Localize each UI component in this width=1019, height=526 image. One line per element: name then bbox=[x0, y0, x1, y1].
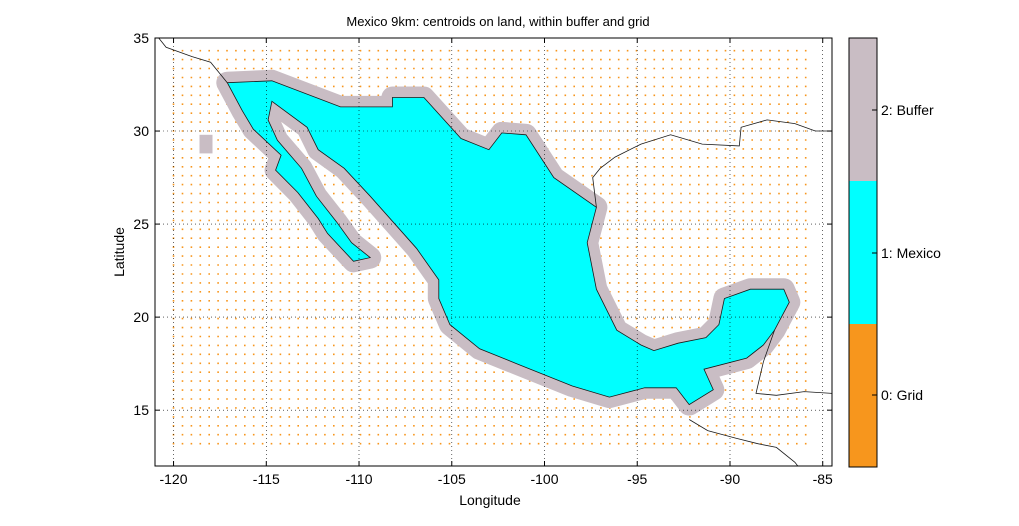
y-tick-label: 15 bbox=[133, 402, 149, 418]
y-tick-label: 35 bbox=[133, 30, 149, 46]
mexico-coastline bbox=[226, 80, 790, 406]
colorbar-label-buffer: 2: Buffer bbox=[881, 102, 934, 118]
gridlines bbox=[155, 38, 832, 466]
neighbor-coastline bbox=[158, 38, 228, 83]
x-tick-label: -115 bbox=[253, 471, 280, 487]
mexico-land-region bbox=[227, 80, 790, 405]
y-tick-label: 25 bbox=[133, 216, 149, 232]
x-tick-label: -90 bbox=[720, 471, 740, 487]
colorbar-label-grid: 0: Grid bbox=[881, 387, 923, 403]
x-tick-label: -95 bbox=[627, 471, 647, 487]
x-axis-label: Longitude bbox=[459, 492, 521, 508]
map-plot-area bbox=[158, 38, 832, 466]
y-tick-label: 20 bbox=[133, 309, 149, 325]
buffer-island bbox=[199, 134, 213, 154]
neighbor-coastline bbox=[592, 119, 832, 208]
x-tick-label: -85 bbox=[813, 471, 833, 487]
map-axes: -120 -115 -110 -105 -100 -95 -90 -85 15 20 25 30 35 bbox=[133, 30, 833, 487]
chart-title: Mexico 9km: centroids on land, within bu… bbox=[346, 14, 649, 29]
axes-frame bbox=[154, 37, 833, 467]
x-tick-label: -105 bbox=[438, 471, 466, 487]
axis-ticks: -120 -115 -110 -105 -100 -95 -90 -85 15 20 25 30 35 bbox=[133, 30, 833, 487]
y-tick-label: 30 bbox=[133, 123, 149, 139]
x-tick-label: -110 bbox=[346, 471, 373, 487]
colorbar-label-mexico: 1: Mexico bbox=[881, 245, 941, 261]
neighbor-coastline bbox=[688, 419, 799, 466]
neighbor-coastline bbox=[755, 330, 832, 396]
coastlines bbox=[158, 38, 832, 466]
colorbar: 0: Grid 1: Mexico 2: Buffer bbox=[848, 37, 941, 468]
x-tick-label: -120 bbox=[159, 471, 187, 487]
y-axis-label: Latitude bbox=[111, 227, 127, 277]
x-tick-label: -100 bbox=[530, 471, 558, 487]
